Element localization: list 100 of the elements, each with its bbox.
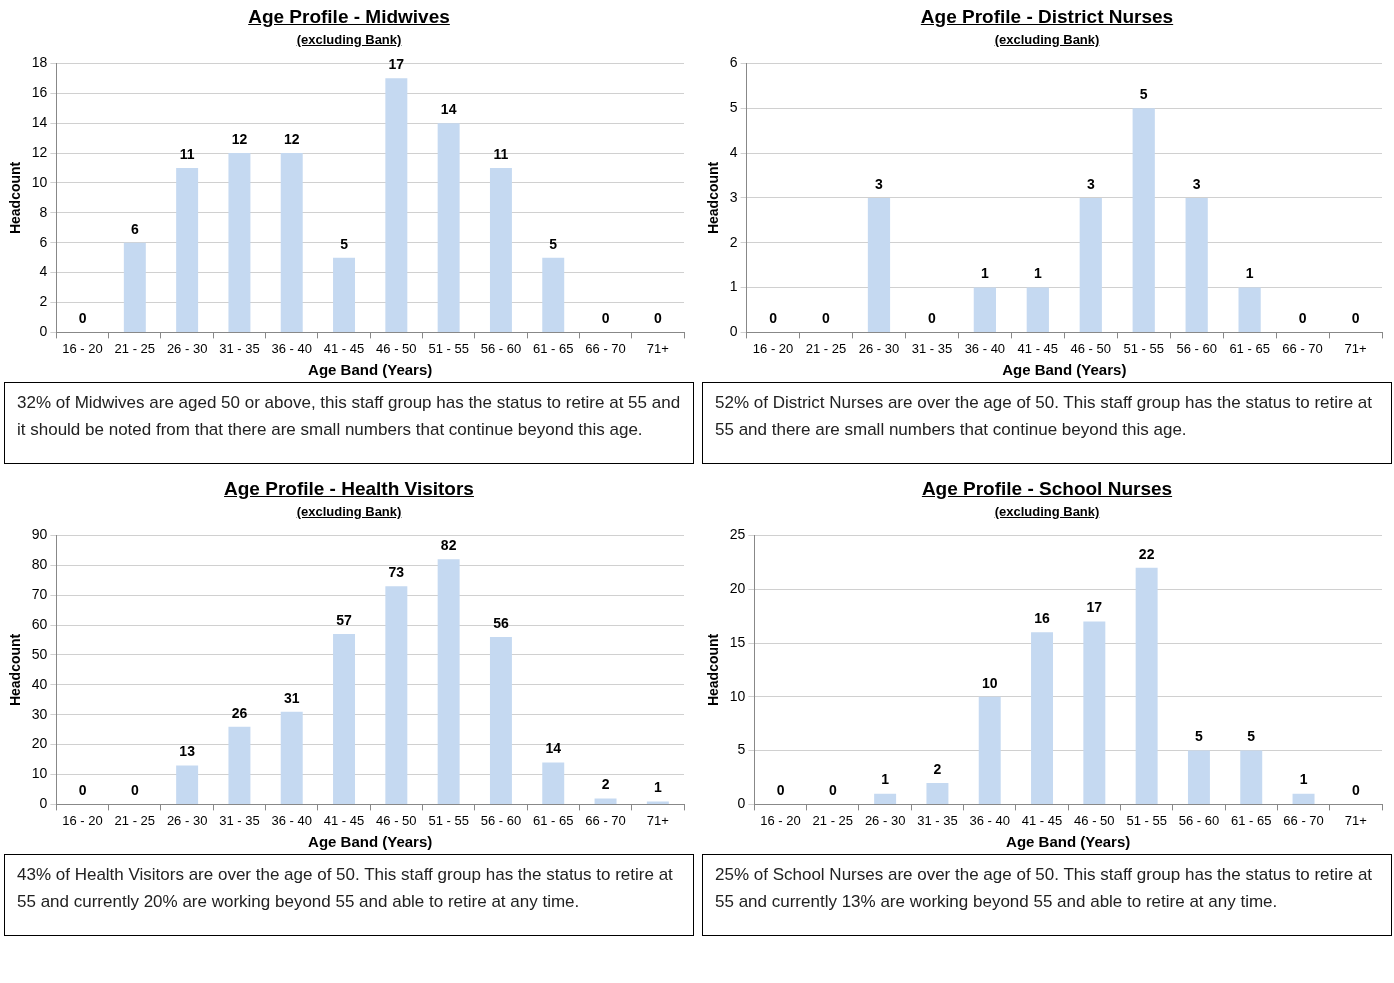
data-label: 17 <box>388 56 405 73</box>
x-tick-label: 51 - 55 <box>1123 340 1164 356</box>
data-label: 2 <box>933 760 942 777</box>
y-tick-label: 1 <box>729 278 738 295</box>
bar <box>1238 287 1261 332</box>
x-tick-label: 56 - 60 <box>480 340 522 356</box>
data-label: 1 <box>653 779 662 796</box>
data-label: 26 <box>231 704 248 721</box>
data-label: 11 <box>493 145 509 162</box>
y-tick-label: 6 <box>729 54 738 71</box>
y-tick-label: 15 <box>729 633 746 650</box>
chart-subtitle: (excluding Bank) <box>993 32 1101 49</box>
bar <box>437 559 460 804</box>
x-tick-label: 41 - 45 <box>323 340 365 356</box>
chart-title: Age Profile - District Nurses <box>919 6 1175 29</box>
x-tick-label: 21 - 25 <box>114 812 156 828</box>
y-tick-label: 4 <box>39 263 48 280</box>
x-tick-label: 26 - 30 <box>858 340 900 356</box>
x-tick-label: 41 - 45 <box>323 812 365 828</box>
y-axis-title: Headcount <box>705 633 722 707</box>
y-tick-label: 8 <box>39 203 48 220</box>
x-tick-label: 16 - 20 <box>62 812 103 828</box>
bar <box>978 696 1001 804</box>
x-tick-label: 31 - 35 <box>219 340 260 356</box>
bar <box>176 765 199 804</box>
bar <box>1079 197 1102 332</box>
y-tick-label: 3 <box>729 188 738 205</box>
data-label: 0 <box>1351 782 1360 799</box>
data-label: 5 <box>549 235 558 252</box>
x-tick-label: 61 - 65 <box>1229 340 1270 356</box>
bar <box>437 123 460 332</box>
data-label: 16 <box>1034 610 1051 627</box>
data-label: 0 <box>1351 310 1360 327</box>
y-tick-label: 0 <box>737 795 746 812</box>
x-tick-label: 51 - 55 <box>428 340 469 356</box>
bar <box>542 257 565 332</box>
x-tick-label: 21 - 25 <box>812 812 854 828</box>
y-tick-label: 0 <box>729 323 738 340</box>
x-tick-label: 31 - 35 <box>219 812 260 828</box>
bar <box>123 242 146 332</box>
y-axis-title: Headcount <box>705 161 722 235</box>
x-tick-label: 46 - 50 <box>376 340 417 356</box>
x-tick-label: 26 - 30 <box>166 340 208 356</box>
bar <box>489 637 512 804</box>
bar <box>176 168 199 332</box>
data-label: 14 <box>545 740 562 757</box>
x-tick-label: 61 - 65 <box>1231 812 1272 828</box>
x-tick-label: 26 - 30 <box>864 812 906 828</box>
x-axis-title: Age Band (Years) <box>1006 833 1131 851</box>
data-label: 2 <box>601 776 610 793</box>
chart-subtitle: (excluding Bank) <box>295 504 403 521</box>
text: 25% of School Nurses are over the age of 50. This staff group has the status to retire at 55 and currently 13% are working beyond 55 and able to retire at any time. <box>702 854 1392 936</box>
bar <box>1240 750 1263 804</box>
data-label: 1 <box>881 771 890 788</box>
data-label: 6 <box>130 220 139 237</box>
chart-title: Age Profile - School Nurses <box>920 478 1174 501</box>
data-label: 13 <box>179 743 196 760</box>
data-label: 3 <box>1192 175 1201 192</box>
data-label: 31 <box>283 689 300 706</box>
data-label: 12 <box>283 130 300 147</box>
x-tick-label: 36 - 40 <box>964 340 1006 356</box>
x-tick-label: 46 - 50 <box>1074 812 1115 828</box>
chart-title: Age Profile - Midwives <box>247 6 451 29</box>
x-tick-label: 61 - 65 <box>533 340 574 356</box>
y-tick-label: 80 <box>31 556 48 573</box>
x-tick-label: 56 - 60 <box>1178 812 1220 828</box>
data-label: 1 <box>980 265 989 282</box>
data-label: 17 <box>1086 599 1103 616</box>
data-label: 0 <box>1298 310 1307 327</box>
data-label: 0 <box>601 310 610 327</box>
x-axis-title: Age Band (Years) <box>308 833 433 851</box>
y-tick-label: 16 <box>31 84 48 101</box>
x-tick-label: 21 - 25 <box>114 340 156 356</box>
chart-title: Age Profile - Health Visitors <box>223 478 475 501</box>
bar <box>333 634 356 804</box>
y-tick-label: 2 <box>39 293 48 310</box>
y-tick-label: 10 <box>31 173 48 190</box>
y-tick-label: 5 <box>729 99 738 116</box>
bar <box>926 782 949 804</box>
x-tick-label: 66 - 70 <box>1282 340 1323 356</box>
x-tick-label: 26 - 30 <box>166 812 208 828</box>
y-tick-label: 60 <box>31 615 48 632</box>
chart-subtitle: (excluding Bank) <box>993 504 1101 521</box>
x-tick-label: 71+ <box>646 812 669 828</box>
data-label: 57 <box>336 611 353 628</box>
y-tick-label: 2 <box>729 233 738 250</box>
bar <box>1083 621 1106 804</box>
y-tick-label: 12 <box>31 143 48 160</box>
data-label: 0 <box>928 310 937 327</box>
data-label: 3 <box>875 175 884 192</box>
x-tick-label: 31 - 35 <box>917 812 958 828</box>
x-tick-label: 16 - 20 <box>760 812 801 828</box>
y-tick-label: 14 <box>31 114 48 131</box>
x-axis-title: Age Band (Years) <box>1002 361 1127 379</box>
data-label: 3 <box>1086 175 1095 192</box>
bar <box>1026 287 1049 332</box>
bar <box>385 78 408 332</box>
x-axis-title: Age Band (Years) <box>308 361 433 379</box>
y-tick-label: 5 <box>737 741 746 758</box>
y-axis-title: Headcount <box>7 633 24 707</box>
